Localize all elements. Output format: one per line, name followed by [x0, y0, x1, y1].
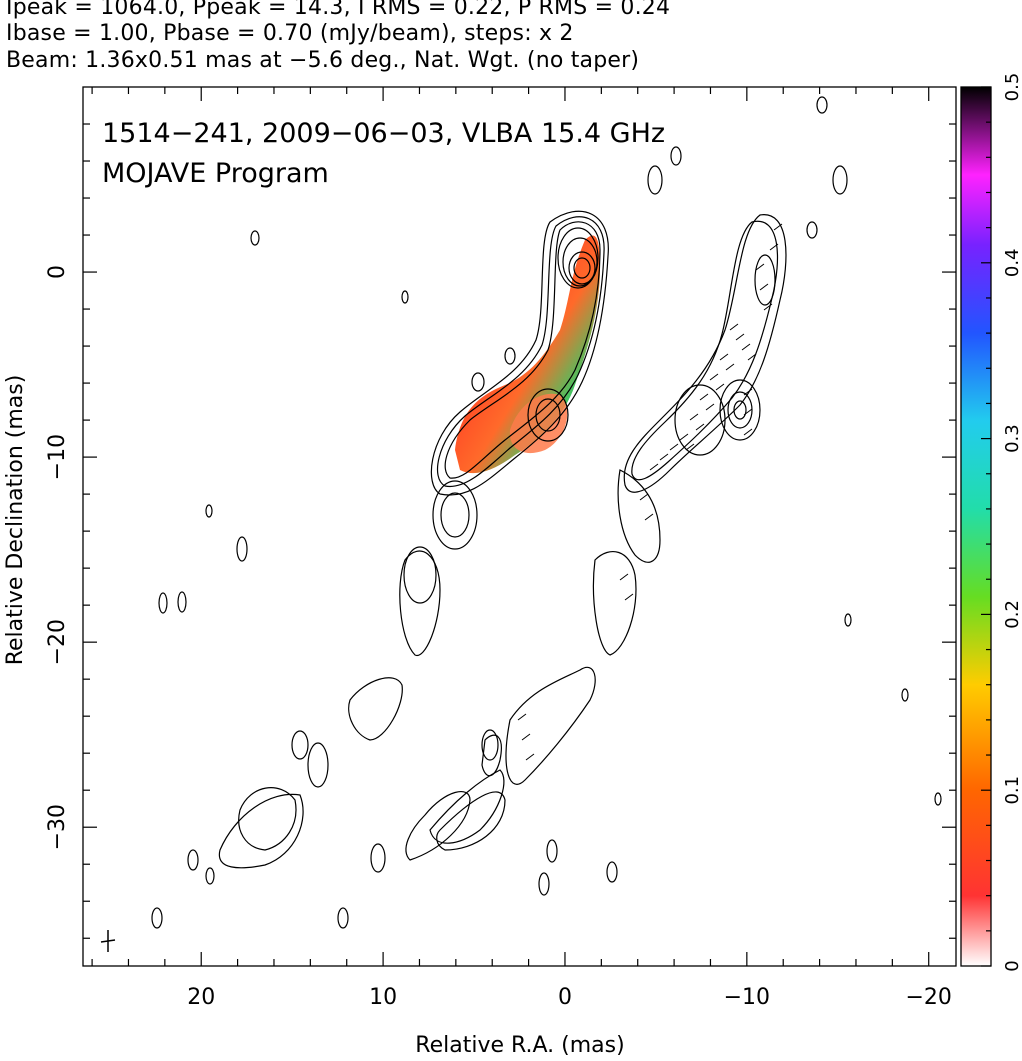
- colorbar-tick-label: 0.3: [1002, 424, 1022, 453]
- header-line-beam: Beam: 1.36x0.51 mas at −5.6 deg., Nat. W…: [6, 48, 640, 73]
- y-tick-label: −10: [45, 434, 70, 480]
- colorbar-tick-label: 0: [1002, 960, 1022, 971]
- evpa-vectors: [517, 223, 783, 761]
- colorbar-tick-label: 0.1: [1002, 776, 1022, 805]
- colorbar-tick-label: 0.2: [1002, 600, 1022, 629]
- y-axis-label: Relative Declination (mas): [3, 375, 28, 666]
- contour-layer: [100, 96, 942, 952]
- polarization-contours: [429, 214, 787, 844]
- header-line-base: Ibase = 1.00, Pbase = 0.70 (mJy/beam), s…: [6, 21, 574, 46]
- plot-frame: [82, 86, 957, 967]
- axis-labels: 20 10 0 −10 −20 0 −10 −20 −30 0 0.1 0.2 0.3 0.4 0.5: [45, 73, 1022, 1010]
- x-tick-label: 20: [187, 985, 215, 1010]
- x-tick-label: 10: [369, 985, 397, 1010]
- chart-subtitle: MOJAVE Program: [102, 158, 329, 189]
- colorbar-tick-label: 0.4: [1002, 248, 1022, 277]
- beam-marker: [100, 930, 116, 952]
- x-axis-label: Relative R.A. (mas): [415, 1033, 624, 1058]
- y-tick-label: 0: [45, 265, 70, 279]
- y-tick-label: −30: [45, 804, 70, 850]
- chart-title: 1514−241, 2009−06−03, VLBA 15.4 GHz: [102, 118, 665, 149]
- polarization-color-map: [509, 393, 568, 454]
- axis-ticks: [83, 86, 991, 967]
- colorbar-tick-label: 0.5: [1002, 73, 1022, 102]
- polarization-color-map: [455, 235, 600, 474]
- y-tick-label: −20: [45, 619, 70, 665]
- x-tick-label: 0: [558, 985, 572, 1010]
- header-line-peaks: Ipeak = 1064.0, Ppeak = 14.3, I RMS = 0.…: [6, 0, 671, 20]
- x-tick-label: −20: [906, 985, 952, 1010]
- intensity-contours: [151, 96, 942, 929]
- colorbar: [960, 86, 992, 967]
- x-tick-label: −10: [724, 985, 770, 1010]
